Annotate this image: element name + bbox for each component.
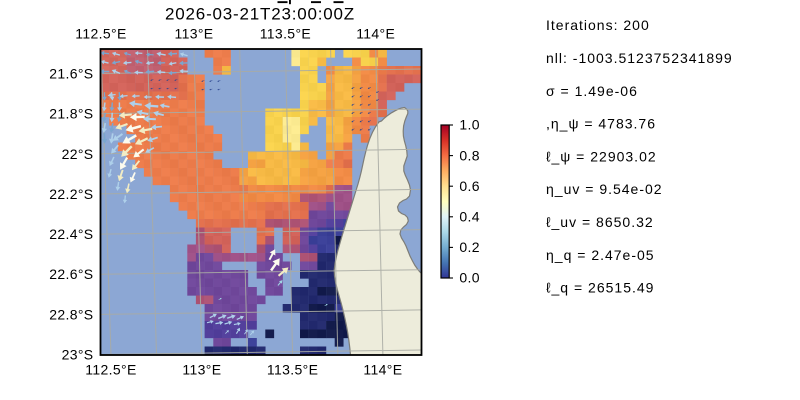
- svg-text:,η_ψ = 4783.76: ,η_ψ = 4783.76: [546, 116, 656, 132]
- svg-text:113.5°E: 113.5°E: [267, 361, 318, 377]
- svg-text:0.0: 0.0: [459, 270, 480, 286]
- svg-text:Iterations: 200: Iterations: 200: [546, 17, 650, 33]
- svg-text:113°E: 113°E: [182, 361, 221, 377]
- svg-text:ℓ_uv = 8650.32: ℓ_uv = 8650.32: [546, 214, 654, 230]
- svg-text:η_q = 2.47e-05: η_q = 2.47e-05: [546, 247, 655, 263]
- svg-text:ℓ_q = 26515.49: ℓ_q = 26515.49: [546, 280, 654, 296]
- svg-text:0.4: 0.4: [459, 209, 480, 225]
- svg-text:nll: -1003.5123752341899: nll: -1003.5123752341899: [546, 50, 733, 66]
- svg-text:21.8°S: 21.8°S: [49, 106, 93, 122]
- svg-text:114°E: 114°E: [363, 361, 402, 377]
- svg-text:0.8: 0.8: [459, 147, 480, 163]
- svg-text:22.8°S: 22.8°S: [49, 306, 93, 322]
- svg-text:22.2°S: 22.2°S: [49, 186, 93, 202]
- svg-text:112.5°E: 112.5°E: [75, 26, 126, 42]
- svg-text:112.5°E: 112.5°E: [85, 361, 136, 377]
- svg-text:0.6: 0.6: [459, 178, 480, 194]
- svg-text:22.4°S: 22.4°S: [49, 226, 93, 242]
- svg-text:22.6°S: 22.6°S: [49, 266, 93, 282]
- svg-text:0.2: 0.2: [459, 239, 480, 255]
- svg-text:114°E: 114°E: [356, 26, 395, 42]
- svg-text:1.0: 1.0: [459, 117, 480, 133]
- svg-text:ℓ_ψ = 22903.02: ℓ_ψ = 22903.02: [546, 148, 657, 164]
- svg-text:23°S: 23°S: [62, 347, 94, 363]
- svg-text:113.5°E: 113.5°E: [260, 26, 311, 42]
- svg-text:2026-03-21T23:00:00Z: 2026-03-21T23:00:00Z: [165, 5, 355, 24]
- svg-text:113°E: 113°E: [174, 26, 213, 42]
- svg-text:σ = 1.49e-06: σ = 1.49e-06: [546, 83, 638, 99]
- svg-text:η_uv = 9.54e-02: η_uv = 9.54e-02: [546, 181, 663, 197]
- svg-text:21.6°S: 21.6°S: [49, 66, 93, 82]
- svg-text:22°S: 22°S: [62, 146, 94, 162]
